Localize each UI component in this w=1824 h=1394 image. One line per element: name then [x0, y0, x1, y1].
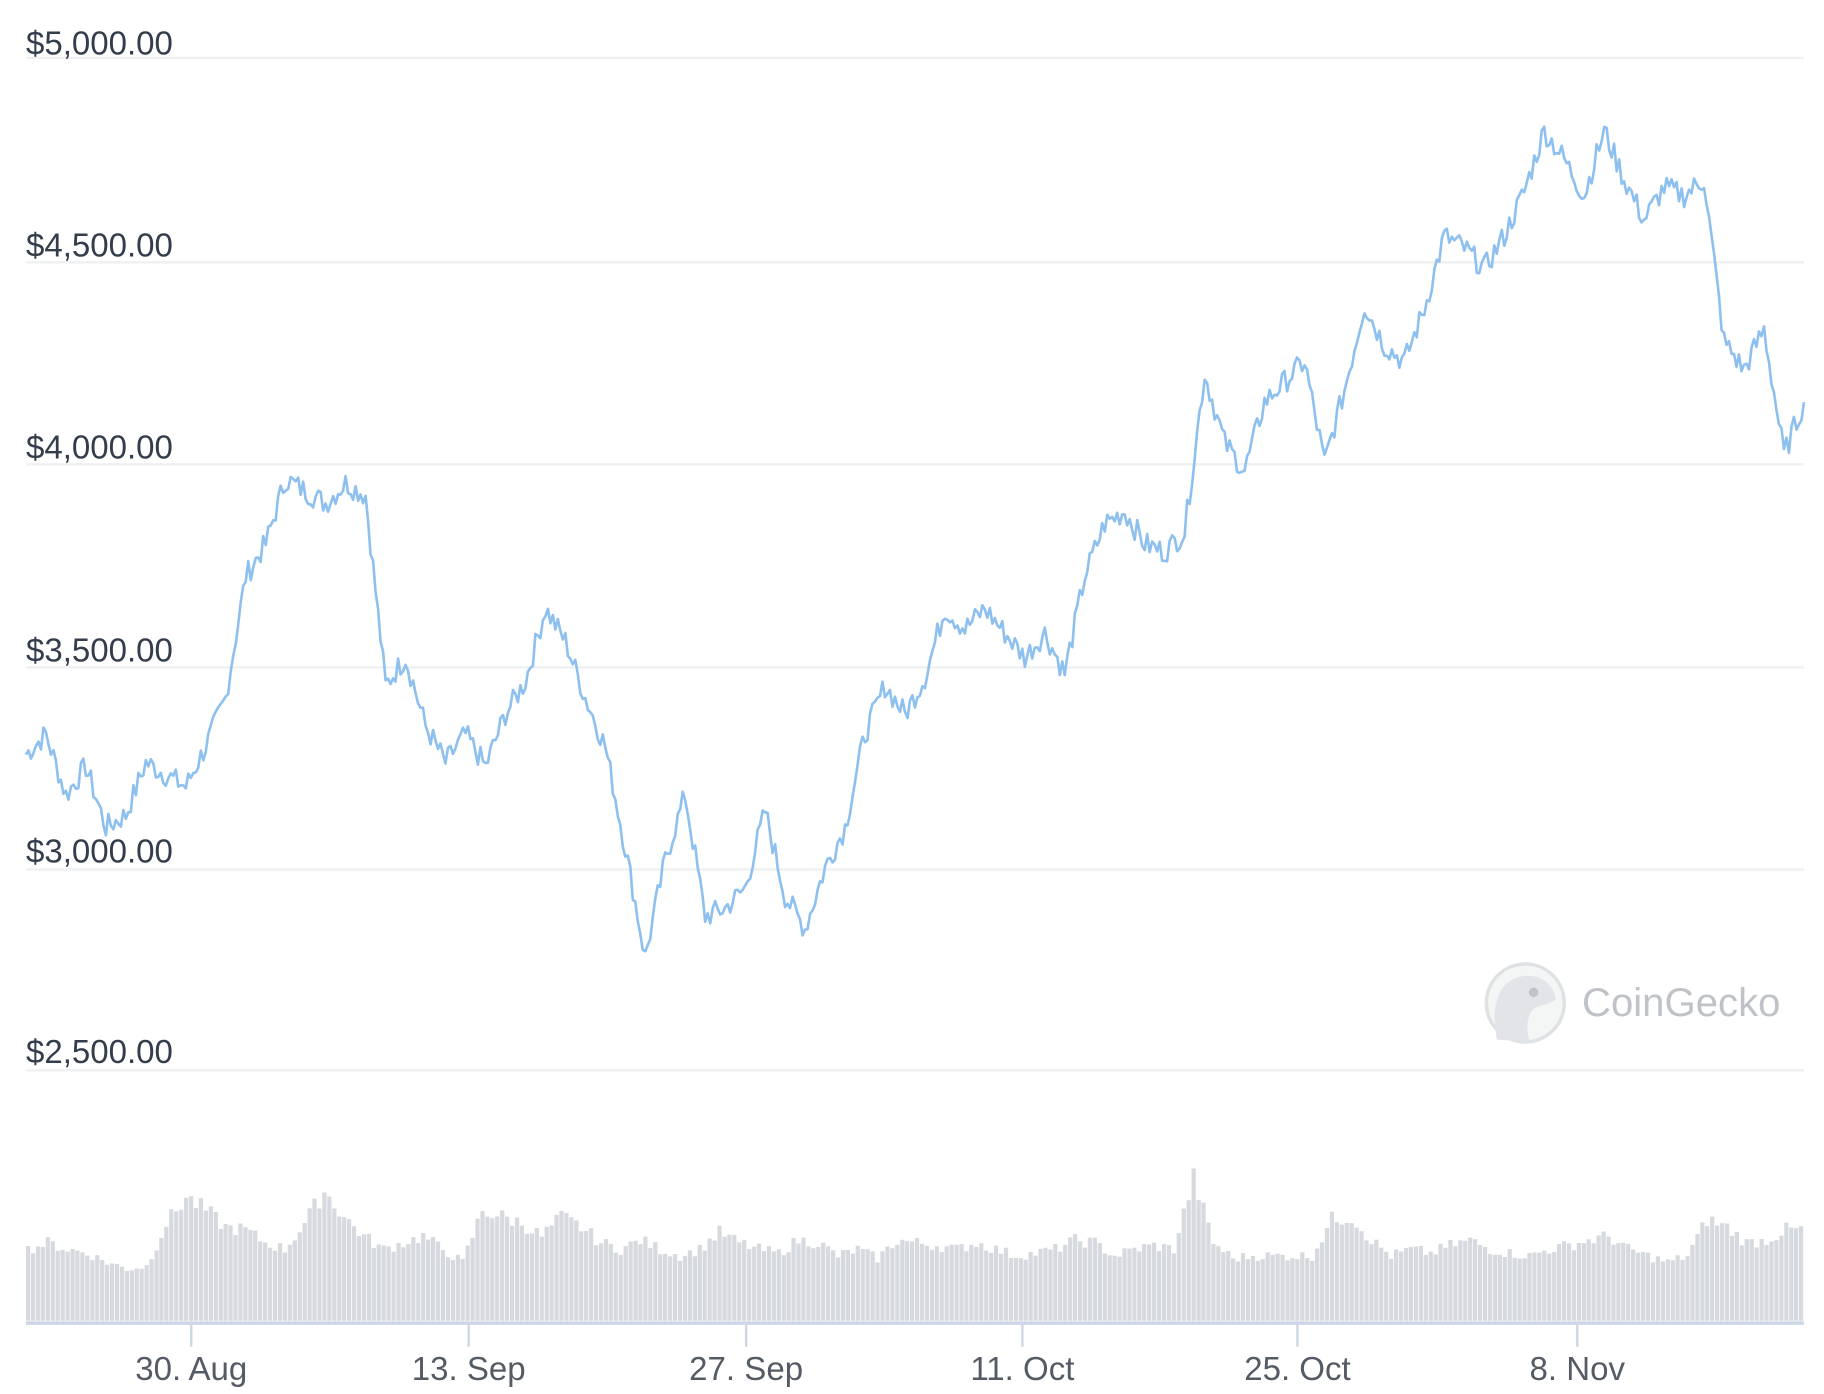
price-line	[24, 125, 1806, 953]
y-tick-5000: $5,000.00	[26, 25, 173, 62]
volume-bars	[25, 1168, 1804, 1321]
coingecko-watermark: CoinGecko	[1484, 962, 1781, 1044]
y-tick-2500: $2,500.00	[26, 1034, 173, 1071]
x-tick-27-sep: 27. Sep	[689, 1351, 803, 1388]
grid-lines	[25, 56, 1804, 1072]
x-tick-30-aug: 30. Aug	[135, 1351, 247, 1388]
x-axis-labels: 30. Aug 13. Sep 27. Sep 11. Oct 25. Oct …	[135, 1351, 1625, 1388]
y-tick-3500: $3,500.00	[26, 633, 173, 670]
x-tick-13-sep: 13. Sep	[412, 1351, 526, 1388]
x-tick-11-oct: 11. Oct	[970, 1351, 1074, 1388]
y-tick-3000: $3,000.00	[26, 833, 173, 870]
y-tick-4000: $4,000.00	[26, 429, 173, 466]
y-axis-labels: $5,000.00 $4,500.00 $4,000.00 $3,500.00 …	[26, 25, 173, 1071]
x-tick-8-nov: 8. Nov	[1530, 1351, 1626, 1388]
watermark-text: CoinGecko	[1582, 980, 1781, 1025]
x-axis-ticks	[190, 1323, 1579, 1347]
y-tick-4500: $4,500.00	[26, 227, 173, 264]
x-tick-25-oct: 25. Oct	[1244, 1351, 1350, 1388]
